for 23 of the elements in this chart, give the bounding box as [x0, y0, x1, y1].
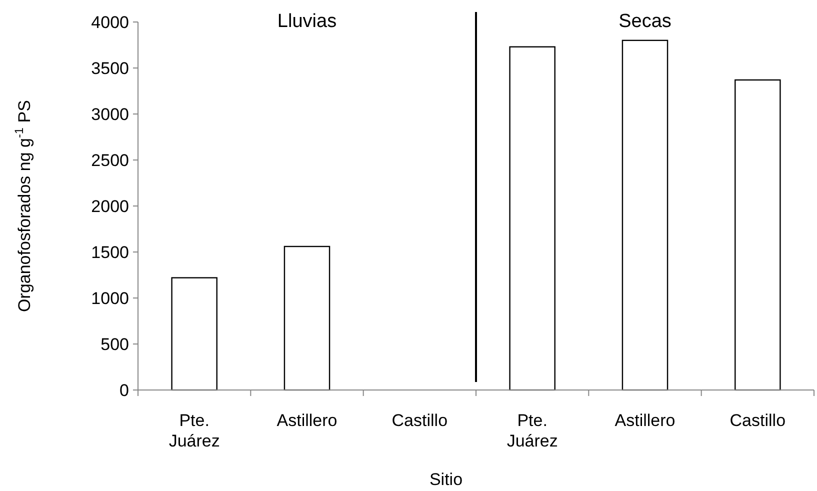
x-tick-label: Castillo — [730, 411, 786, 430]
y-tick-label: 2000 — [91, 196, 129, 216]
y-tick-label: 3500 — [91, 58, 129, 78]
y-tick-label: 1000 — [91, 288, 129, 308]
annotation: Lluvias — [277, 11, 337, 32]
y-tick-label: 0 — [120, 380, 129, 400]
bar — [284, 246, 330, 391]
y-tick-label: 4000 — [91, 12, 129, 32]
y-tick-label: 1500 — [91, 242, 129, 262]
x-tick-label: Castillo — [392, 411, 448, 430]
x-tick-label: Pte. Juárez — [168, 411, 220, 450]
bar — [509, 46, 556, 391]
annotation: Secas — [618, 11, 672, 32]
bar — [622, 40, 668, 391]
x-tick-label: Astillero — [276, 411, 338, 430]
y-tick-label: 3000 — [91, 104, 129, 124]
x-tick-label: Pte. Juárez — [506, 411, 558, 450]
bar — [734, 79, 781, 391]
bar — [171, 277, 218, 391]
y-tick-label: 500 — [100, 334, 129, 354]
x-tick-label: Astillero — [614, 411, 676, 430]
y-tick-label: 2500 — [91, 150, 129, 170]
x-axis-title: Sitio — [429, 470, 463, 489]
